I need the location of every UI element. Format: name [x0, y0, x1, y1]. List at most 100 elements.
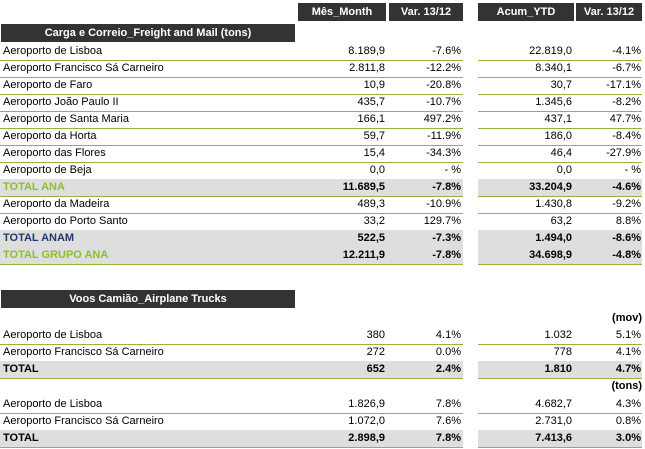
month-variation: -11.9%	[426, 130, 461, 142]
month-value: 59,7	[363, 130, 385, 142]
ytd-variation: 4.7%	[615, 363, 641, 375]
table-row: Aeroporto da Horta 59,7 -11.9% 186,0 -8.4%	[0, 128, 645, 145]
month-variation: -12.2%	[426, 62, 461, 74]
month-value: 15,4	[363, 147, 385, 159]
month-variation: -20.8%	[426, 79, 461, 91]
total-row: TOTAL ANA 11.689,5 -7.8% 33.204,9 -4.6%	[0, 179, 645, 196]
airport-name: TOTAL GRUPO ANA	[3, 249, 109, 261]
airport-name: Aeroporto de Faro	[3, 79, 93, 91]
month-variation: 7.6%	[435, 415, 461, 427]
month-value: 0,0	[369, 164, 385, 176]
header-var-ytd: Var. 13/12	[576, 3, 642, 21]
month-variation: -10.9%	[426, 198, 461, 210]
airport-name: Aeroporto de Beja	[3, 164, 92, 176]
row-divider	[478, 413, 642, 414]
month-value: 1.072,0	[348, 415, 385, 427]
airport-name: Aeroporto da Madeira	[3, 198, 110, 210]
ytd-variation: 47.7%	[609, 113, 641, 125]
row-divider	[0, 413, 463, 414]
total-row-shading	[478, 179, 642, 196]
ytd-value: 22.819,0	[529, 45, 572, 57]
row-divider	[0, 447, 463, 448]
total-row: TOTAL GRUPO ANA 12.211,9 -7.8% 34.698,9 -4.8…	[0, 247, 645, 264]
airport-name: Aeroporto de Lisboa	[3, 398, 103, 410]
total-row: TOTAL 652 2.4% 1.810 4.7%	[0, 361, 645, 378]
ytd-value: 1.494,0	[535, 232, 572, 244]
row-divider	[0, 111, 463, 112]
month-value: 522,5	[357, 232, 385, 244]
month-value: 1.826,9	[348, 398, 385, 410]
ytd-variation: -8.2%	[612, 96, 641, 108]
table-row: Aeroporto João Paulo II 435,7 -10.7% 1.345,…	[0, 94, 645, 111]
ytd-variation: 0.8%	[615, 415, 641, 427]
ytd-value: 33.204,9	[529, 181, 572, 193]
ytd-value: 2.731,0	[535, 415, 572, 427]
month-value: 8.189,9	[348, 45, 385, 57]
month-value: 272	[366, 346, 385, 358]
ytd-variation: -8.4%	[612, 130, 641, 142]
table-row: Aeroporto Francisco Sá Carneiro 2.811,8 -1…	[0, 60, 645, 77]
total-row-shading	[0, 230, 463, 247]
ytd-value: 34.698,9	[529, 249, 572, 261]
month-variation: - %	[444, 164, 462, 176]
row-divider	[0, 196, 463, 197]
unit-tons-label: (tons)	[611, 380, 642, 392]
airport-name: Aeroporto João Paulo II	[3, 96, 119, 108]
month-value: 33,2	[363, 215, 385, 227]
ytd-value: 1.345,6	[535, 96, 572, 108]
row-divider	[478, 378, 642, 379]
month-variation: -34.3%	[426, 147, 461, 159]
trucks-section-title: Voos Camião_Airplane Trucks	[1, 290, 295, 308]
month-value: 2.898,9	[348, 432, 385, 444]
table-row: Aeroporto de Santa Maria 166,1 497.2% 437,1…	[0, 111, 645, 128]
ytd-value: 1.430,8	[535, 198, 572, 210]
row-divider	[0, 344, 463, 345]
table-row: Aeroporto Francisco Sá Carneiro 272 0.0% 77…	[0, 344, 645, 361]
ytd-variation: -4.1%	[612, 45, 641, 57]
ytd-variation: -17.1%	[606, 79, 641, 91]
month-variation: -7.8%	[432, 249, 461, 261]
month-variation: -7.6%	[432, 45, 461, 57]
row-divider	[478, 128, 642, 129]
row-divider	[478, 94, 642, 95]
total-row-shading	[0, 247, 463, 264]
airport-name: Aeroporto de Lisboa	[3, 329, 103, 341]
ytd-value: 30,7	[550, 79, 572, 91]
row-divider	[0, 77, 463, 78]
ytd-value: 437,1	[544, 113, 572, 125]
row-divider	[0, 264, 463, 265]
table-row: Aeroporto de Lisboa 1.826,9 7.8% 4.682,7 4.3…	[0, 396, 645, 413]
total-row-shading	[0, 179, 463, 196]
month-value: 435,7	[357, 96, 385, 108]
airport-name: Aeroporto Francisco Sá Carneiro	[3, 62, 164, 74]
row-divider	[478, 344, 642, 345]
table-row: Aeroporto de Faro 10,9 -20.8% 30,7 -17.1%	[0, 77, 645, 94]
total-row-shading	[478, 361, 642, 378]
ytd-variation: -27.9%	[606, 147, 641, 159]
freight-section-title: Carga e Correio_Freight and Mail (tons)	[1, 24, 295, 42]
ytd-variation: -4.8%	[612, 249, 641, 261]
ytd-value: 778	[553, 346, 572, 358]
ytd-variation: 3.0%	[615, 432, 641, 444]
month-value: 489,3	[357, 198, 385, 210]
total-row: TOTAL 2.898,9 7.8% 7.413,6 3.0%	[0, 430, 645, 447]
row-divider	[478, 213, 642, 214]
table-row: Aeroporto das Flores 15,4 -34.3% 46,4 -27.9%	[0, 145, 645, 162]
table-row: Aeroporto de Lisboa 8.189,9 -7.6% 22.819,0 -…	[0, 43, 645, 60]
row-divider	[478, 111, 642, 112]
table-row: Aeroporto do Porto Santo 33,2 129.7% 63,2 8.…	[0, 213, 645, 230]
month-variation: -7.8%	[432, 181, 461, 193]
airport-name: Aeroporto Francisco Sá Carneiro	[3, 415, 164, 427]
month-variation: 0.0%	[435, 346, 461, 358]
row-divider	[478, 60, 642, 61]
airport-name: TOTAL ANA	[3, 181, 65, 193]
month-value: 12.211,9	[342, 249, 385, 261]
month-variation: 7.8%	[435, 398, 461, 410]
ytd-value: 1.032	[544, 329, 572, 341]
table-row: Aeroporto da Madeira 489,3 -10.9% 1.430,8 -9…	[0, 196, 645, 213]
airport-name: TOTAL	[3, 363, 39, 375]
row-divider	[0, 145, 463, 146]
ytd-value: 46,4	[550, 147, 572, 159]
header-ytd: Acum_YTD	[478, 3, 574, 21]
month-variation: -10.7%	[426, 96, 461, 108]
